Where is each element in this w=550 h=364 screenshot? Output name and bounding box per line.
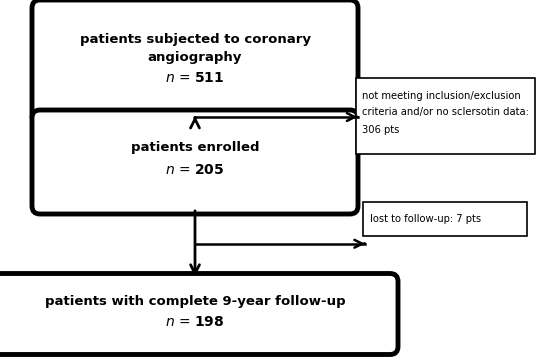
Text: patients enrolled: patients enrolled xyxy=(131,142,259,154)
FancyBboxPatch shape xyxy=(32,110,358,214)
Text: $\mathit{n}$ = $\mathbf{198}$: $\mathit{n}$ = $\mathbf{198}$ xyxy=(166,315,225,329)
FancyBboxPatch shape xyxy=(32,0,358,124)
FancyBboxPatch shape xyxy=(355,78,535,154)
FancyBboxPatch shape xyxy=(0,273,398,355)
Text: angiography: angiography xyxy=(148,51,242,63)
FancyBboxPatch shape xyxy=(363,202,527,236)
Text: 306 pts: 306 pts xyxy=(362,125,400,135)
Text: criteria and/or no sclersotin data:: criteria and/or no sclersotin data: xyxy=(362,107,529,117)
Text: patients subjected to coronary: patients subjected to coronary xyxy=(80,33,311,47)
Text: not meeting inclusion/exclusion: not meeting inclusion/exclusion xyxy=(362,91,521,101)
Text: $\mathit{n}$ = $\mathbf{205}$: $\mathit{n}$ = $\mathbf{205}$ xyxy=(166,163,224,177)
Text: $\mathit{n}$ = $\mathbf{511}$: $\mathit{n}$ = $\mathbf{511}$ xyxy=(166,71,224,85)
Text: patients with complete 9-year follow-up: patients with complete 9-year follow-up xyxy=(45,294,345,308)
Text: lost to follow-up: 7 pts: lost to follow-up: 7 pts xyxy=(370,214,481,224)
